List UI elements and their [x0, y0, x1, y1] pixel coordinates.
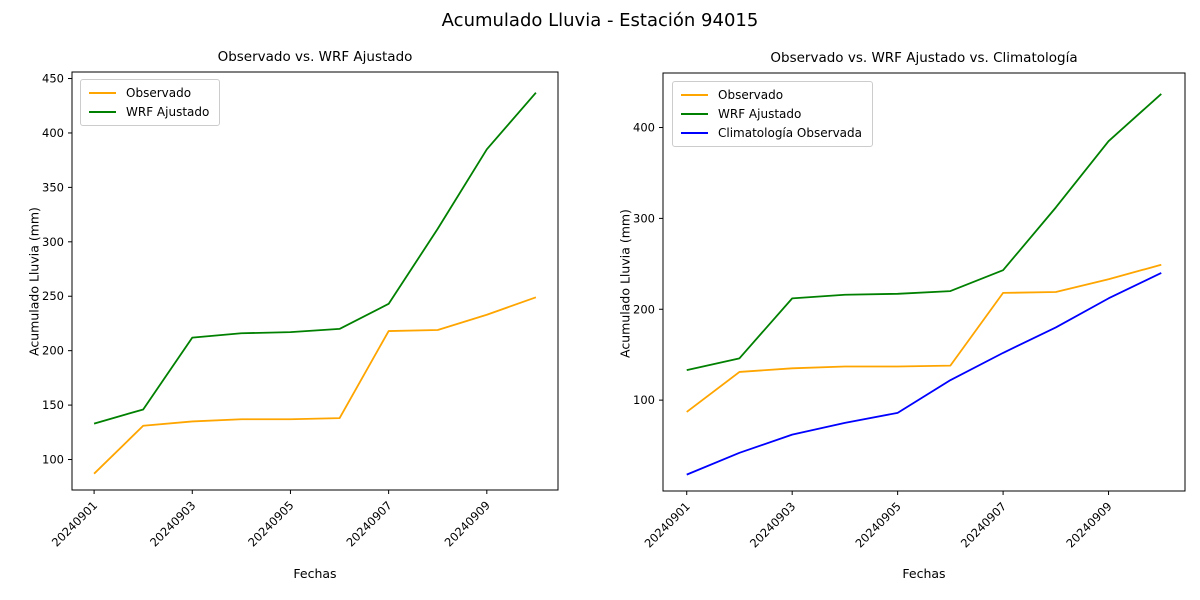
x-tick-label: 20240905: [245, 498, 296, 549]
plot-area-left: 100 150 200 250 300 350 400 450 20240901 20240903…: [42, 71, 559, 550]
x-tick-label: 20240907: [343, 498, 394, 549]
plot-area-right: 100 200 300 400 20240901 20240903 20240905 2024…: [633, 72, 1186, 551]
x-tick-label: 20240909: [442, 498, 493, 549]
legend-item-wrf-ajustado: WRF Ajustado: [89, 105, 209, 119]
x-tick-label: 20240909: [1063, 499, 1114, 550]
axes-frame: [71, 71, 559, 491]
y-tick-label: 400: [42, 126, 64, 140]
series-line-wrf-ajustado: [686, 93, 1162, 372]
y-tick-label: 400: [633, 121, 655, 135]
y-tick-label: 100: [42, 453, 64, 467]
series-line-observado: [93, 296, 537, 475]
series-line-climatolog-a-observada: [686, 272, 1162, 476]
y-tick-label: 350: [42, 180, 64, 194]
x-tick-label: 20240907: [958, 499, 1009, 550]
series-line-observado: [686, 263, 1162, 413]
y-tick-label: 100: [633, 393, 655, 407]
x-tick-label: 20240903: [747, 499, 798, 550]
x-tick-label: 20240903: [147, 498, 198, 549]
legend-label: WRF Ajustado: [718, 107, 802, 121]
x-tick-label: 20240901: [49, 498, 100, 549]
legend-line-swatch: [681, 113, 708, 115]
legend-label: Climatología Observada: [718, 126, 862, 140]
y-tick-label: 150: [42, 398, 64, 412]
subplot-left-title: Observado vs. WRF Ajustado: [217, 49, 413, 65]
series-line-wrf-ajustado: [93, 92, 537, 425]
legend-left: Observado WRF Ajustado: [80, 79, 221, 126]
subplot-right-xlabel: Fechas: [902, 566, 946, 581]
legend-item-wrf-ajustado: WRF Ajustado: [681, 107, 862, 121]
legend-right: Observado WRF Ajustado Climatología Observ…: [672, 81, 873, 147]
x-tick-label: 20240901: [642, 499, 693, 550]
legend-label: WRF Ajustado: [126, 105, 210, 119]
x-tick-label: 20240905: [852, 499, 903, 550]
y-tick-label: 200: [633, 302, 655, 316]
legend-line-swatch: [681, 94, 708, 96]
y-tick-label: 300: [633, 211, 655, 225]
legend-line-swatch: [681, 132, 708, 134]
subplot-right-title: Observado vs. WRF Ajustado vs. Climatolo…: [770, 50, 1078, 66]
y-tick-label: 450: [42, 72, 64, 86]
y-tick-label: 200: [42, 344, 64, 358]
legend-item-observado: Observado: [89, 86, 209, 100]
legend-label: Observado: [126, 86, 192, 100]
figure-title: Acumulado Lluvia - Estación 94015: [441, 10, 759, 31]
legend-label: Observado: [718, 88, 784, 102]
legend-item-climatolog-a-observada: Climatología Observada: [681, 126, 862, 140]
legend-item-observado: Observado: [681, 88, 862, 102]
y-tick-label: 300: [42, 235, 64, 249]
legend-line-swatch: [89, 92, 116, 94]
legend-line-swatch: [89, 111, 116, 113]
y-tick-label: 250: [42, 289, 64, 303]
axes-frame: [662, 72, 1186, 492]
subplot-left-xlabel: Fechas: [293, 566, 337, 581]
